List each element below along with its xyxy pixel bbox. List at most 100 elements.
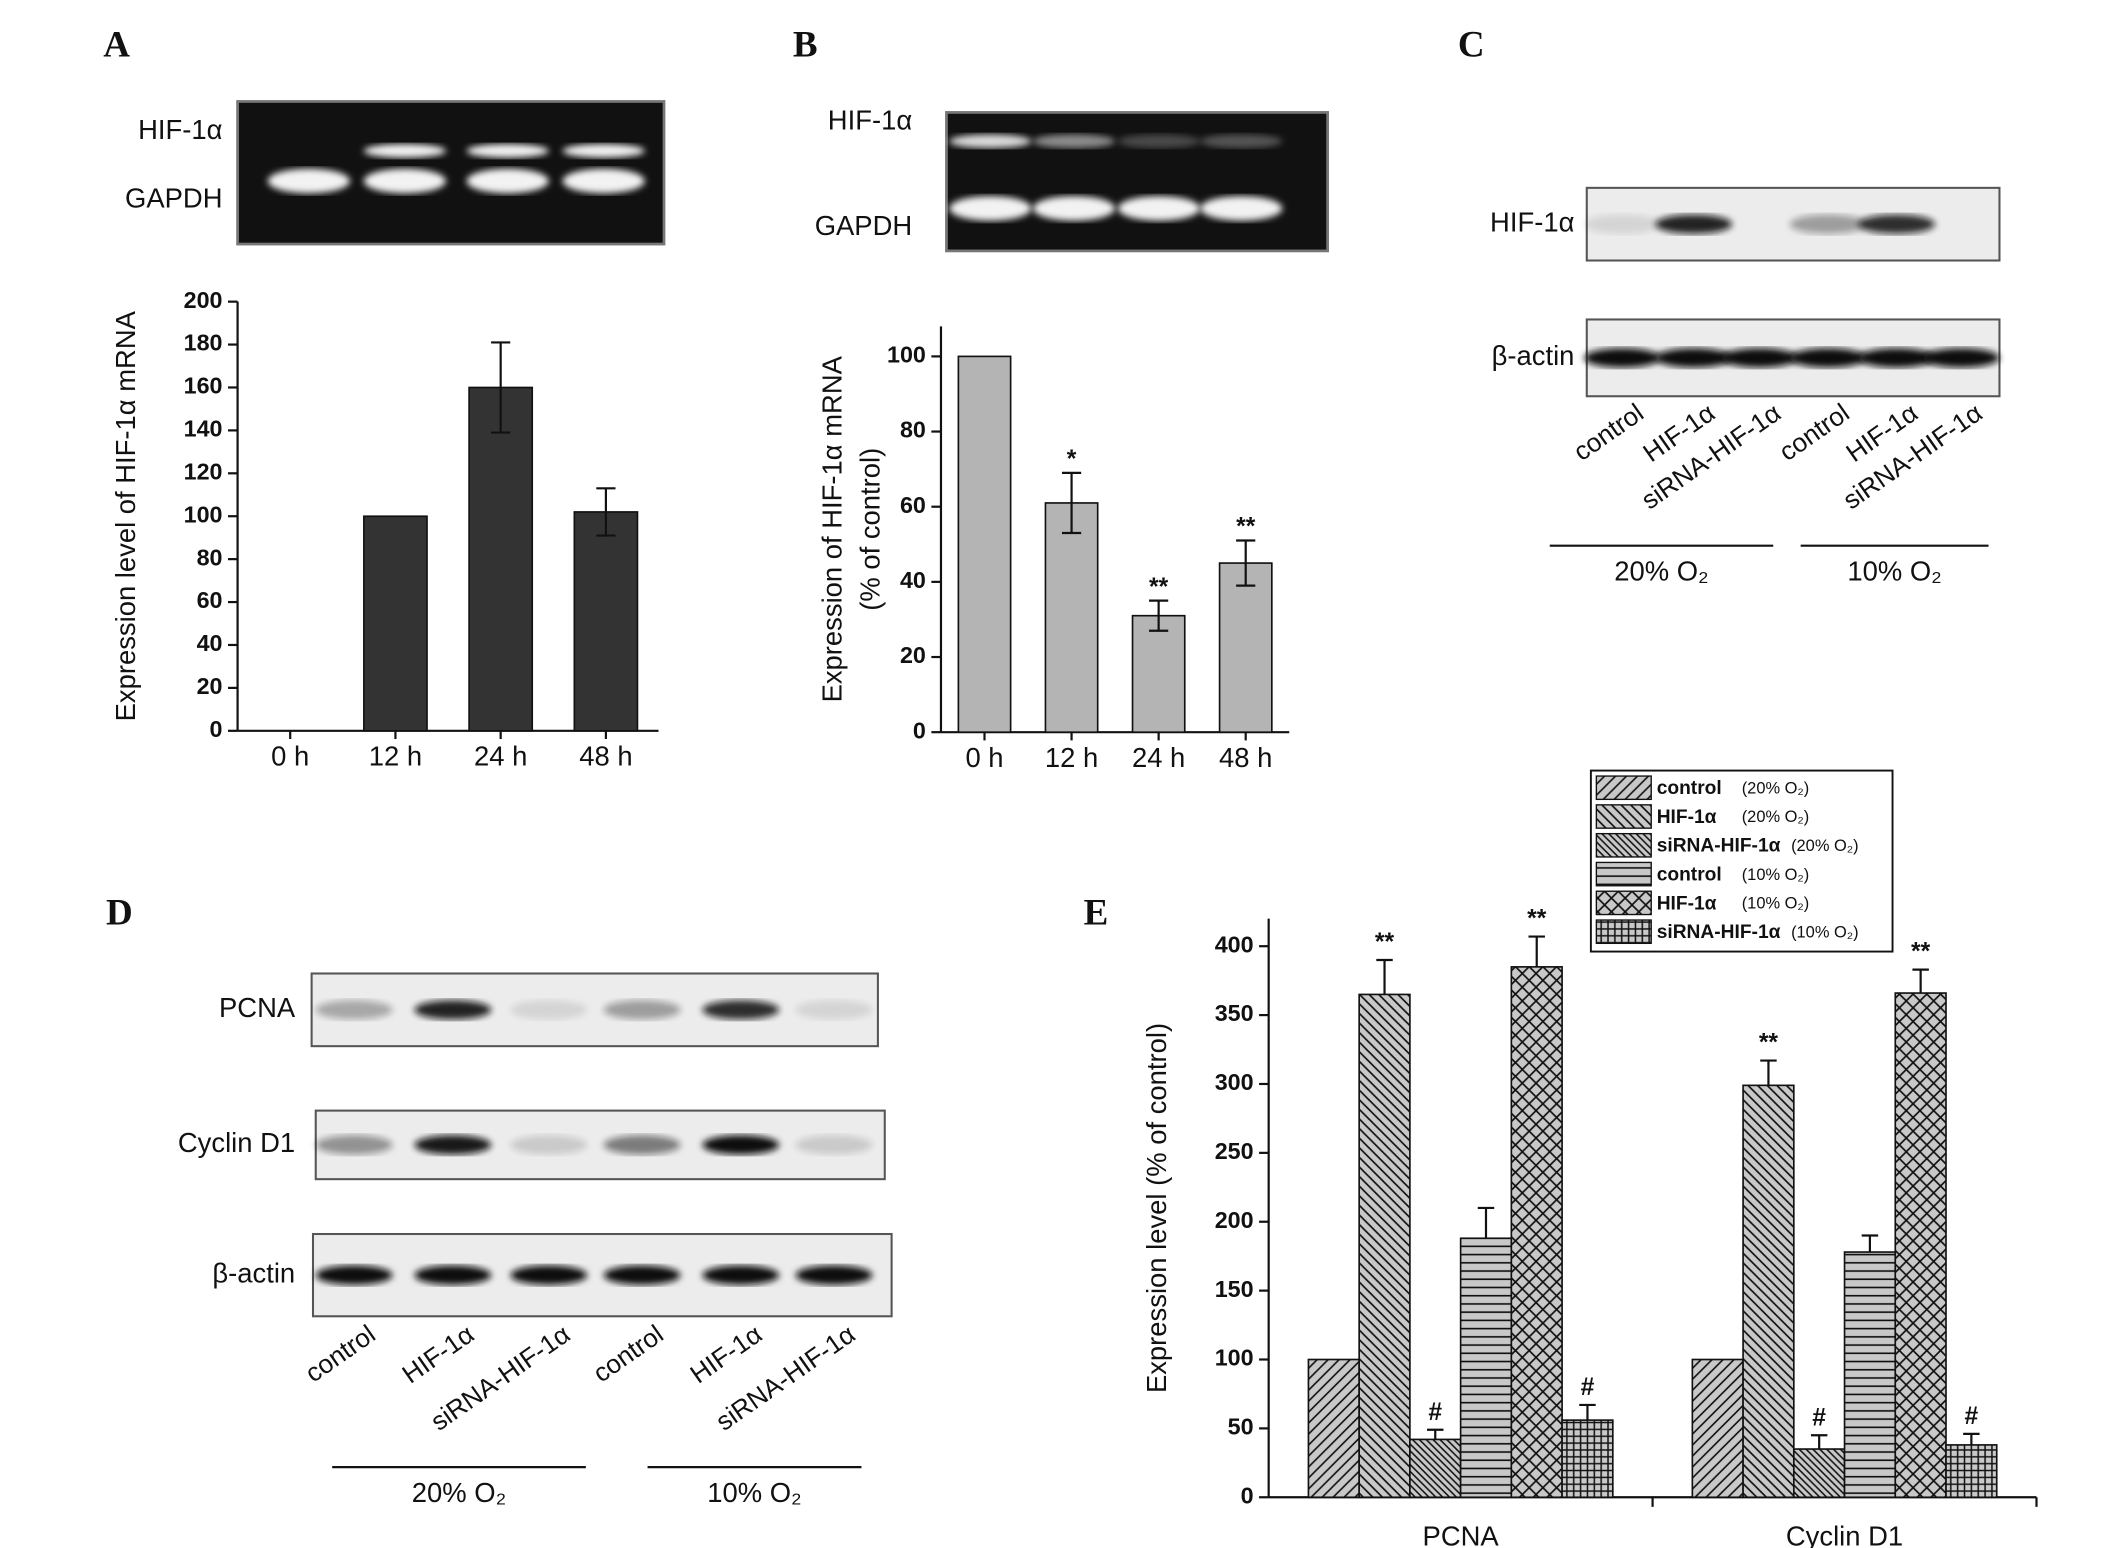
legend-condition: (20% O₂)	[1742, 779, 1810, 797]
panel-letter: D	[106, 892, 133, 933]
blot-band	[1584, 214, 1661, 234]
bar	[1307, 1358, 1360, 1499]
lane-label: control	[1773, 397, 1854, 466]
blot-band	[1721, 348, 1798, 368]
error-bar	[1528, 935, 1545, 967]
bar	[468, 386, 534, 732]
significance-label: #	[1812, 1404, 1826, 1431]
y-tick-label: 200	[184, 287, 223, 313]
y-tick-label: 50	[1228, 1414, 1254, 1440]
x-tick-label: 24 h	[1132, 742, 1185, 773]
gel-band	[267, 168, 351, 194]
panel-letter: E	[1084, 892, 1109, 933]
error-bar	[1861, 1234, 1879, 1253]
error-bar	[1061, 471, 1082, 535]
blot-band	[1858, 214, 1936, 234]
blot-band	[603, 1265, 681, 1285]
x-tick-label: 12 h	[369, 740, 422, 771]
bar	[573, 511, 639, 732]
bar	[1044, 502, 1099, 734]
blot-band	[702, 1135, 780, 1155]
gel-label: GAPDH	[125, 182, 222, 213]
legend-swatch	[1595, 861, 1652, 887]
legend-label: siRNA-HIF-1α	[1657, 922, 1781, 943]
legend-condition: (20% O₂)	[1742, 808, 1810, 826]
blot-band	[702, 1000, 780, 1020]
y-tick-label: 20	[197, 673, 223, 699]
gel	[945, 111, 1329, 253]
y-tick-label: 0	[1241, 1482, 1254, 1508]
bar	[1691, 1358, 1744, 1499]
gel-band	[1117, 134, 1201, 149]
y-tick-label: 40	[197, 630, 223, 656]
y-tick-label: 140	[184, 416, 223, 442]
legend-label: siRNA-HIF-1α	[1657, 836, 1781, 857]
error-bar	[1579, 1403, 1596, 1421]
error-bar	[596, 487, 616, 537]
blot	[310, 972, 879, 1048]
blot-label: Cyclin D1	[178, 1127, 295, 1158]
gel-band	[1200, 196, 1283, 221]
x-tick-label: 24 h	[474, 740, 527, 771]
group-label: 20% O₂	[412, 1477, 506, 1508]
x-tick-label: 0 h	[965, 742, 1003, 773]
legend-swatch	[1595, 890, 1652, 916]
y-tick-label: 60	[197, 587, 223, 613]
error-bar	[1427, 1428, 1444, 1440]
x-tick-label: 0 h	[271, 740, 309, 771]
bar	[1131, 614, 1186, 734]
gel-band	[949, 134, 1032, 149]
blot-band	[414, 1265, 492, 1285]
gel-band	[363, 143, 446, 158]
y-axis-label: Expression level (% of control)	[1141, 1023, 1172, 1393]
blot-band	[795, 1135, 873, 1155]
gel-band	[466, 143, 549, 158]
blot-band	[510, 1000, 588, 1020]
lane-label: control	[1568, 397, 1649, 466]
y-tick-label: 160	[184, 373, 223, 399]
legend-label: control	[1657, 778, 1722, 799]
legend-label: control	[1657, 865, 1722, 886]
x-tick-label: PCNA	[1423, 1521, 1500, 1548]
blot-band	[510, 1135, 588, 1155]
gel-band	[1200, 134, 1283, 149]
legend-label: HIF-1α	[1657, 807, 1717, 828]
gel-band	[363, 168, 446, 194]
group-label: 10% O₂	[707, 1477, 801, 1508]
bar	[1510, 966, 1563, 1499]
y-tick-label: 350	[1215, 1000, 1254, 1026]
y-tick-label: 100	[184, 501, 223, 527]
blot-band	[795, 1265, 873, 1285]
x-tick-label: 12 h	[1045, 742, 1098, 773]
gel-band	[1032, 134, 1116, 149]
bar	[1561, 1419, 1614, 1499]
blot-band	[1655, 348, 1733, 368]
blot-band	[1655, 214, 1733, 234]
blot-band	[1789, 348, 1867, 368]
error-bar	[1376, 958, 1393, 995]
significance-label: #	[1428, 1399, 1442, 1426]
lane-label: control	[299, 1319, 380, 1388]
bar	[1409, 1438, 1462, 1499]
bar	[1742, 1084, 1795, 1499]
gel-band	[562, 143, 645, 158]
lane-label: HIF-1α	[684, 1319, 767, 1390]
bar	[1358, 993, 1411, 1499]
y-axis-label: Expression of HIF-1α mRNA	[816, 355, 847, 702]
bar	[1843, 1251, 1897, 1499]
y-axis-label: (% of control)	[855, 448, 886, 611]
blot-band	[510, 1265, 588, 1285]
error-bar	[1963, 1432, 1980, 1445]
y-axis-label: Expression level of HIF-1α mRNA	[110, 310, 141, 721]
y-tick-label: 250	[1215, 1138, 1254, 1164]
legend-swatch	[1595, 919, 1652, 945]
significance-label: **	[1149, 574, 1169, 601]
y-tick-label: 200	[1215, 1207, 1254, 1233]
blot-band	[603, 1000, 681, 1020]
error-bar	[1912, 968, 1929, 994]
significance-label: #	[1965, 1403, 1979, 1430]
y-tick-label: 80	[197, 544, 223, 570]
y-tick-label: 100	[887, 342, 926, 368]
blot	[311, 1232, 893, 1318]
lane-label: control	[587, 1319, 668, 1388]
